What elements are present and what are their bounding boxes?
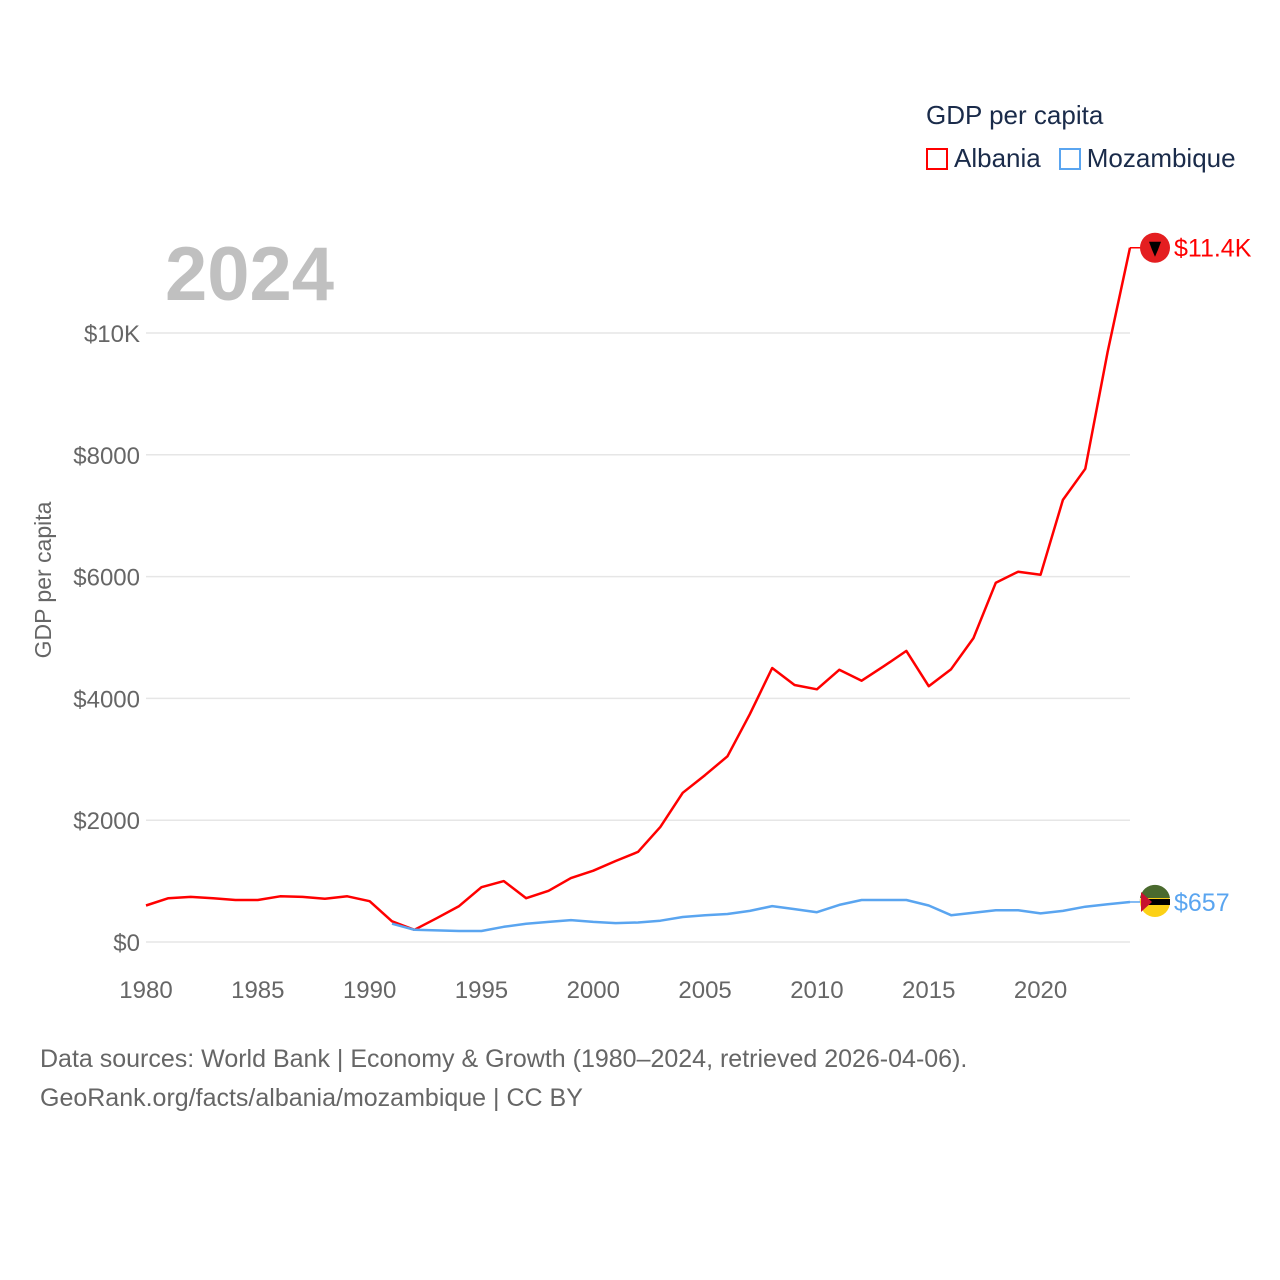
y-tick-label: $10K [84, 321, 140, 348]
x-tick-label: 1990 [343, 977, 396, 1004]
source-line-1: Data sources: World Bank | Economy & Gro… [40, 1045, 968, 1073]
x-tick-label: 2010 [790, 977, 843, 1004]
eagle-icon [1149, 241, 1161, 257]
source-line-2[interactable]: GeoRank.org/facts/albania/mozambique | C… [40, 1084, 583, 1112]
legend-swatch-mozambique [1058, 147, 1081, 170]
legend-item-albania[interactable]: Albania [926, 143, 1041, 174]
legend-label: Albania [954, 143, 1041, 173]
x-tick-label: 1995 [455, 977, 508, 1004]
legend-title: GDP per capita [926, 100, 1104, 130]
flag-green-band [1139, 884, 1170, 902]
x-tick-label: 2000 [567, 977, 620, 1004]
flag-black-band [1142, 898, 1170, 905]
year-label: 2024 [165, 232, 334, 317]
x-tick-label: 2005 [678, 977, 731, 1004]
legend-label: Mozambique [1086, 143, 1236, 173]
series-line-albania [145, 247, 1132, 932]
x-tick-label: 2015 [902, 977, 955, 1004]
y-tick-label: $2000 [73, 808, 140, 835]
legend-swatch-albania [926, 147, 948, 170]
y-tick-label: $8000 [73, 443, 140, 470]
x-tick-label: 2020 [1014, 977, 1067, 1004]
y-tick-label: $4000 [73, 686, 140, 713]
y-tick-label: $0 [113, 930, 140, 957]
legend-item-mozambique[interactable]: Mozambique [1058, 143, 1236, 174]
x-tick-label: 1980 [119, 977, 172, 1004]
series-line-mozambique [391, 898, 1131, 933]
legend: Albania Mozambique [926, 143, 1236, 174]
flag-red-triangle [1141, 891, 1152, 912]
end-value-label: $11.4K [1174, 235, 1252, 263]
x-tick-label: 1985 [231, 977, 284, 1004]
end-value-label: $657 [1174, 889, 1230, 917]
y-tick-label: $6000 [73, 565, 140, 592]
y-axis-label: GDP per capita [30, 501, 56, 658]
